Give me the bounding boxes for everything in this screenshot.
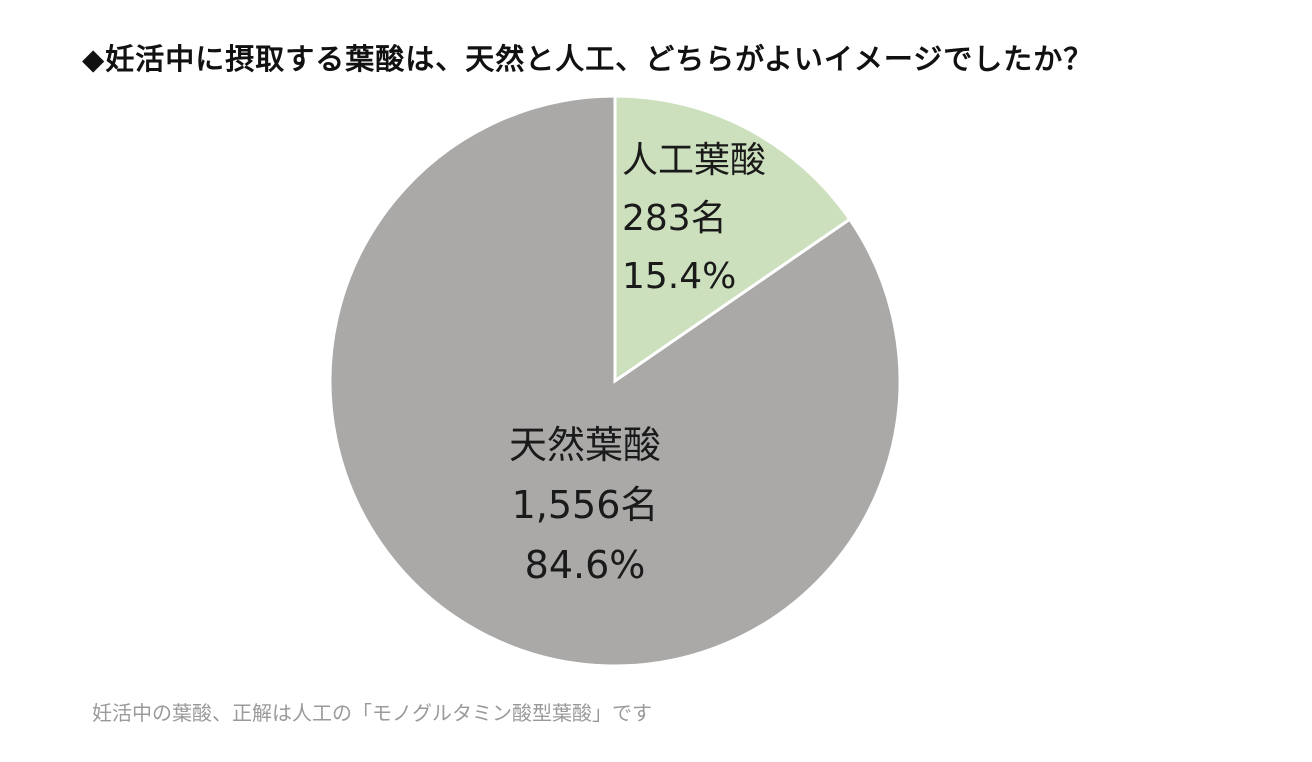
slice-artificial-label-count: 283名 — [622, 198, 727, 239]
slice-artificial-label-name: 人工葉酸 — [622, 140, 766, 181]
pie-chart: 人工葉酸 283名 15.4% 天然葉酸 1,556名 84.6% — [328, 94, 902, 668]
caption: 妊活中の葉酸、正解は人工の「モノグルタミン酸型葉酸」です — [92, 701, 652, 725]
slice-natural-label-percent: 84.6% — [525, 543, 646, 587]
slice-natural-label-name: 天然葉酸 — [509, 423, 661, 467]
slice-artificial-label-percent: 15.4% — [622, 256, 736, 297]
slice-natural-label-count: 1,556名 — [512, 483, 659, 527]
chart-title: ◆妊活中に摂取する葉酸は、天然と人工、どちらがよいイメージでしたか？ — [82, 42, 1094, 76]
slice-artificial — [613, 94, 852, 384]
slice-natural — [328, 94, 902, 668]
